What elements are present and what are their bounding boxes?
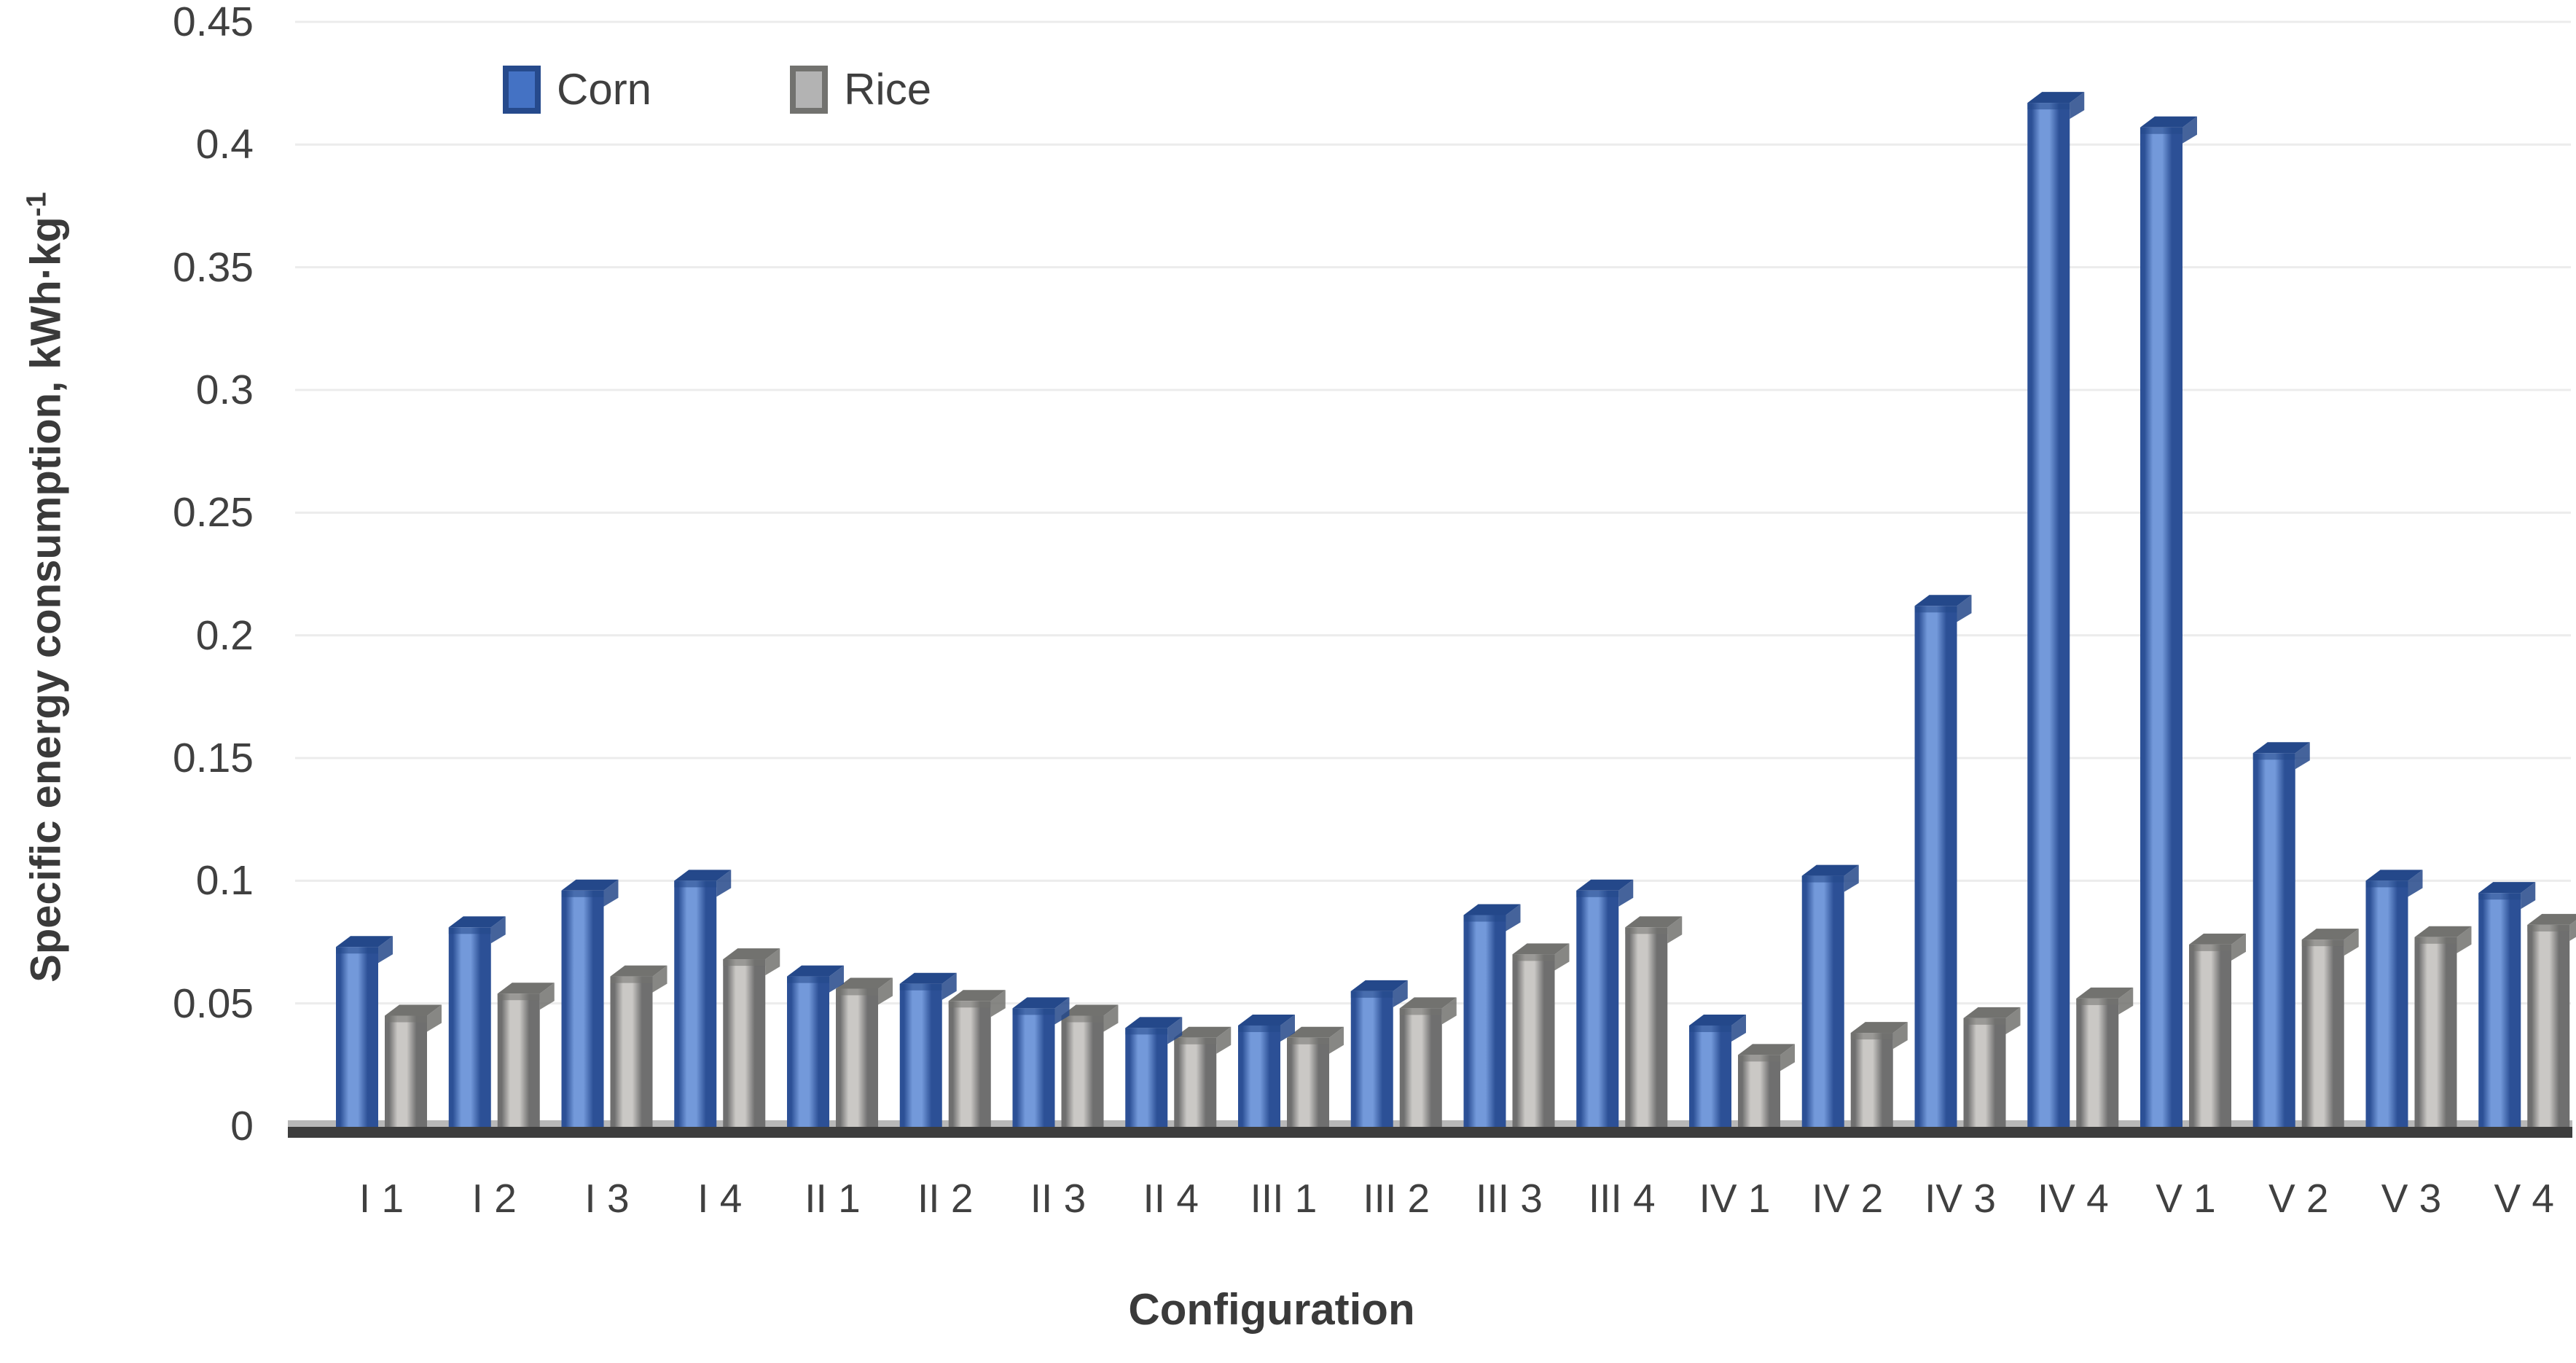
bar-corn-I1 bbox=[336, 936, 393, 1127]
bar-corn-IV1 bbox=[1689, 1014, 1746, 1127]
rice-swatch-icon bbox=[790, 65, 829, 114]
legend: Corn Rice bbox=[503, 64, 931, 114]
bar-rice-I1 bbox=[385, 1004, 442, 1127]
x-tick-label-IV3: IV 3 bbox=[1925, 1176, 1996, 1221]
x-tick-label-V1: V 1 bbox=[2156, 1176, 2216, 1221]
y-tick-label-0.4: 0.4 bbox=[195, 121, 254, 168]
bar-rice-III1 bbox=[1287, 1026, 1344, 1127]
bar-rice-I3 bbox=[610, 965, 668, 1127]
y-tick-label-0.45: 0.45 bbox=[173, 0, 254, 45]
bar-corn-II4 bbox=[1125, 1017, 1183, 1127]
y-tick-label-0.1: 0.1 bbox=[195, 857, 254, 905]
x-axis-title: Configuration bbox=[1128, 1285, 1415, 1334]
legend-item-rice: Rice bbox=[790, 64, 931, 114]
x-tick-label-V2: V 2 bbox=[2268, 1176, 2329, 1221]
corn-swatch-icon bbox=[503, 65, 541, 114]
bar-corn-III3 bbox=[1463, 904, 1521, 1127]
legend-label-corn: Corn bbox=[557, 65, 652, 114]
bar-rice-III4 bbox=[1625, 916, 1683, 1127]
x-tick-label-III2: III 2 bbox=[1363, 1176, 1430, 1221]
bar-corn-V1 bbox=[2140, 116, 2197, 1128]
bar-rice-IV2 bbox=[1850, 1022, 1908, 1127]
x-tick-label-V3: V 3 bbox=[2381, 1176, 2442, 1221]
bar-rice-V2 bbox=[2301, 929, 2359, 1127]
bar-corn-IV3 bbox=[1914, 595, 1972, 1127]
bar-corn-II3 bbox=[1012, 997, 1070, 1127]
bar-rice-I2 bbox=[497, 983, 555, 1127]
y-tick-label-0.15: 0.15 bbox=[173, 735, 254, 781]
x-tick-label-I4: I 4 bbox=[697, 1176, 743, 1221]
x-tick-label-I3: I 3 bbox=[584, 1176, 630, 1221]
bar-rice-II2 bbox=[948, 990, 1006, 1127]
x-tick-label-II2: II 2 bbox=[917, 1176, 974, 1221]
bar-rice-V4 bbox=[2527, 913, 2576, 1127]
bar-corn-III4 bbox=[1576, 879, 1634, 1127]
x-tick-label-III3: III 3 bbox=[1476, 1176, 1543, 1221]
bar-rice-V1 bbox=[2189, 933, 2246, 1127]
x-tick-label-III1: III 1 bbox=[1250, 1176, 1318, 1221]
bar-rice-IV3 bbox=[1963, 1007, 2021, 1127]
bar-rice-III3 bbox=[1512, 943, 1570, 1127]
bar-corn-V4 bbox=[2478, 882, 2536, 1127]
bar-corn-IV2 bbox=[1801, 864, 1859, 1127]
legend-item-corn: Corn bbox=[503, 64, 651, 114]
x-tick-label-I2: I 2 bbox=[471, 1176, 517, 1221]
x-tick-label-IV1: IV 1 bbox=[1699, 1176, 1771, 1221]
bar-corn-III2 bbox=[1350, 980, 1408, 1127]
y-tick-label-0: 0 bbox=[230, 1103, 254, 1149]
x-tick-label-IV4: IV 4 bbox=[2037, 1176, 2109, 1221]
y-tick-label-0.25: 0.25 bbox=[173, 489, 254, 536]
y-tick-label-0.3: 0.3 bbox=[195, 367, 254, 413]
x-tick-label-II3: II 3 bbox=[1030, 1176, 1087, 1221]
x-tick-label-III4: III 4 bbox=[1588, 1176, 1656, 1221]
x-tick-label-IV2: IV 2 bbox=[1812, 1176, 1884, 1221]
bar-corn-V3 bbox=[2365, 870, 2423, 1127]
bar-rice-II3 bbox=[1061, 1004, 1119, 1127]
bar-rice-II4 bbox=[1174, 1026, 1232, 1127]
bar-rice-II1 bbox=[836, 977, 893, 1127]
x-tick-label-I1: I 1 bbox=[359, 1176, 404, 1221]
bar-rice-III2 bbox=[1399, 997, 1457, 1127]
bar-corn-I3 bbox=[561, 879, 619, 1127]
bar-corn-IV4 bbox=[2027, 92, 2085, 1128]
bar-corn-I4 bbox=[674, 870, 732, 1127]
bar-corn-V2 bbox=[2252, 742, 2310, 1127]
x-tick-label-II4: II 4 bbox=[1143, 1176, 1199, 1221]
bar-rice-V3 bbox=[2414, 926, 2472, 1127]
bar-rice-I4 bbox=[723, 948, 780, 1127]
y-axis-title-superscript: -1 bbox=[21, 192, 52, 217]
x-axis-floor-front bbox=[288, 1127, 2572, 1138]
legend-label-rice: Rice bbox=[844, 65, 932, 114]
y-tick-label-0.05: 0.05 bbox=[173, 980, 254, 1027]
bar-corn-I2 bbox=[448, 916, 506, 1127]
x-tick-label-II1: II 1 bbox=[804, 1176, 861, 1221]
bar-corn-III1 bbox=[1238, 1014, 1295, 1127]
bar-rice-IV4 bbox=[2076, 987, 2134, 1127]
bar-corn-II2 bbox=[899, 972, 957, 1127]
y-tick-label-0.2: 0.2 bbox=[195, 612, 254, 659]
bar-rice-IV1 bbox=[1738, 1044, 1795, 1127]
x-tick-label-V4: V 4 bbox=[2494, 1176, 2555, 1221]
y-tick-label-0.35: 0.35 bbox=[173, 243, 254, 291]
bar-corn-II1 bbox=[787, 965, 844, 1127]
